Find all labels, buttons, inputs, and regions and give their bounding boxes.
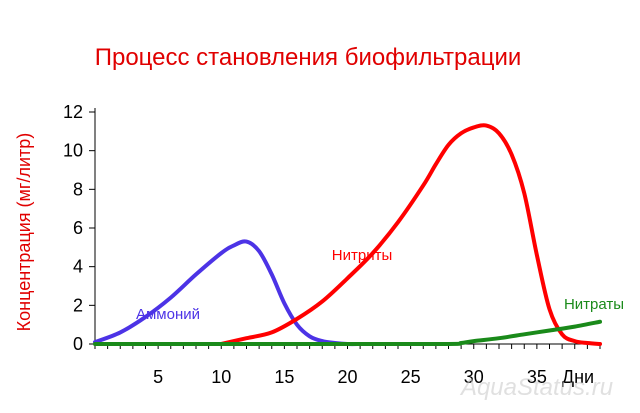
series-labels: Аммоний Нитриты Нитраты (136, 247, 624, 323)
y-axis-label: Концентрация (мг/литр) (14, 133, 34, 332)
y-tick-label: 6 (73, 218, 83, 238)
chart-title: Процесс становления биофильтрации (95, 44, 522, 71)
series-line-ammonium (93, 239, 363, 347)
series-label-nitrites: Нитриты (332, 247, 392, 264)
series-line-nitrates (93, 319, 602, 347)
y-tick-label: 12 (63, 102, 83, 122)
x-tick-label: 30 (464, 367, 484, 387)
x-tick-label: 15 (274, 367, 294, 387)
x-axis-label: Дни (562, 367, 594, 387)
x-tick-label: 5 (153, 367, 163, 387)
series-label-nitrates: Нитраты (564, 296, 624, 313)
watermark: AquaStatus.ru (459, 374, 613, 401)
x-tick-label: 20 (337, 367, 357, 387)
series-line-nitrites (219, 123, 602, 346)
y-tick-label: 8 (73, 179, 83, 199)
x-ticks: 5 10 15 20 25 30 35 (94, 344, 601, 387)
y-tick-label: 10 (63, 141, 83, 161)
x-tick-label: 35 (527, 367, 547, 387)
series-lines (93, 123, 602, 347)
y-tick-label: 2 (73, 295, 83, 315)
x-tick-label: 10 (211, 367, 231, 387)
x-tick-label: 25 (401, 367, 421, 387)
y-ticks: 0 2 4 6 8 10 12 (63, 102, 95, 354)
y-tick-label: 4 (73, 257, 83, 277)
y-tick-label: 0 (73, 334, 83, 354)
series-label-ammonium: Аммоний (136, 306, 200, 323)
